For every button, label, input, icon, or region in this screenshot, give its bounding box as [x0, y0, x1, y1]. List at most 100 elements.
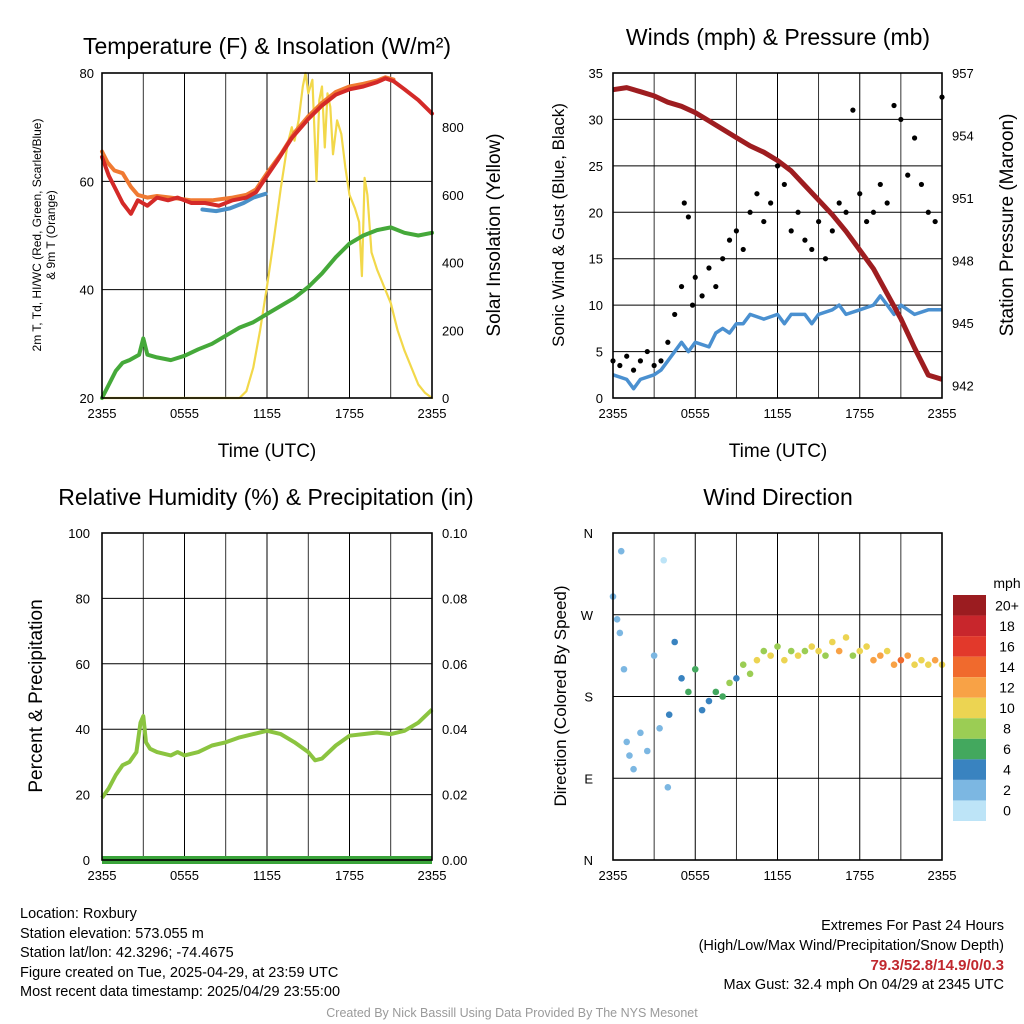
- direction-point: [671, 638, 678, 646]
- colorbar-label: 14: [999, 659, 1015, 675]
- gust-point: [829, 228, 835, 234]
- colorbar-swatch: [953, 779, 986, 801]
- direction-point: [890, 661, 898, 669]
- gust-point: [802, 237, 808, 243]
- colorbar-label: 0: [1003, 803, 1011, 819]
- humidity-y-tick-label: 20: [76, 788, 90, 803]
- direction-point: [637, 729, 644, 737]
- gust-point: [637, 358, 644, 364]
- temperature-right-axis-label: Solar Insolation (Yellow): [484, 133, 505, 336]
- direction-point: [883, 647, 891, 655]
- direction-point: [660, 556, 668, 564]
- colorbar-swatch: [953, 615, 986, 637]
- direction-y-tick-label: E: [584, 771, 593, 786]
- direction-point: [746, 670, 754, 678]
- insolation-y-tick-label: 0: [442, 391, 449, 406]
- humidity-x-tick-label: 1155: [253, 868, 281, 883]
- direction-point: [856, 647, 864, 655]
- direction-point: [617, 547, 625, 555]
- direction-point: [616, 629, 624, 637]
- direction-point: [774, 643, 781, 650]
- precip-y-tick-label: 0.08: [442, 591, 467, 606]
- colorbar-label: 6: [1003, 741, 1011, 757]
- winds-x-tick-label: 2355: [928, 406, 957, 421]
- gust-point: [918, 181, 925, 188]
- winds-x-axis-label: Time (UTC): [729, 441, 828, 462]
- temperature-plot-frame: [101, 72, 433, 399]
- precip-y-tick-label: 0.06: [442, 657, 467, 672]
- colorbar-swatch: [953, 636, 986, 657]
- gust-point: [911, 135, 918, 141]
- humidity-x-tick-label: 2355: [418, 868, 447, 883]
- direction-point: [767, 652, 774, 659]
- insolation-y-tick-label: 800: [442, 120, 464, 135]
- station-info: Location: Roxbury Station elevation: 573…: [20, 905, 340, 1003]
- humidity-y-tick-label: 60: [76, 657, 90, 672]
- gust-point: [925, 209, 931, 215]
- precip-y-tick-label: 0.04: [442, 722, 467, 737]
- direction-point: [678, 675, 685, 682]
- gust-point: [891, 102, 897, 109]
- colorbar-swatch: [953, 697, 986, 719]
- winds-y-tick-label: 10: [589, 298, 603, 313]
- gust-point: [617, 362, 623, 369]
- direction-x-tick-label: 1155: [764, 868, 792, 883]
- gust-point: [672, 311, 678, 318]
- direction-point: [650, 652, 658, 659]
- gust-point: [850, 107, 856, 113]
- direction-point: [931, 656, 939, 664]
- gust-point: [644, 348, 650, 355]
- temperature-x-tick-label: 1155: [253, 406, 281, 421]
- gust-point: [884, 200, 890, 206]
- gust-point: [932, 218, 938, 225]
- series-sonic-wind-line: [612, 294, 942, 391]
- direction-panel-title: Wind Direction: [703, 484, 853, 510]
- direction-point: [626, 752, 633, 759]
- gust-point: [781, 181, 787, 188]
- gust-point: [681, 200, 687, 206]
- credit-line: Created By Nick Bassill Using Data Provi…: [326, 1006, 698, 1020]
- colorbar-swatch: [953, 595, 986, 616]
- humidity-x-tick-label: 1755: [335, 868, 364, 883]
- insolation-y-tick-label: 400: [442, 256, 464, 271]
- direction-point: [911, 661, 918, 669]
- colorbar-label: 16: [999, 638, 1015, 654]
- extremes-info: Extremes For Past 24 Hours (High/Low/Max…: [699, 917, 1004, 995]
- direction-point: [643, 747, 651, 755]
- winds-y-tick-label: 5: [596, 345, 603, 360]
- winds-y-tick-label: 20: [589, 205, 603, 220]
- direction-point: [849, 652, 857, 659]
- direction-point: [712, 688, 720, 696]
- winds-y-tick-label: 30: [589, 112, 603, 127]
- direction-panel: N E S W N 2355 0555 1155 1755 2355: [581, 526, 957, 883]
- direction-point: [829, 638, 836, 646]
- direction-plot-frame: [612, 532, 943, 861]
- direction-point: [691, 665, 699, 673]
- pressure-y-tick-label: 942: [952, 379, 974, 394]
- gust-point: [836, 200, 842, 206]
- colorbar-swatch: [953, 759, 986, 780]
- direction-point: [794, 652, 802, 659]
- direction-point: [815, 647, 822, 655]
- gust-point: [768, 200, 774, 206]
- direction-y-tick-label: N: [584, 853, 593, 868]
- humidity-y-tick-label: 80: [76, 591, 90, 606]
- humidity-y-tick-label: 40: [76, 722, 90, 737]
- winds-left-axis-label: Sonic Wind & Gust (Blue, Black): [549, 103, 568, 347]
- direction-point: [733, 675, 740, 682]
- gust-point: [658, 358, 664, 364]
- winds-y-tick-label: 35: [589, 66, 603, 81]
- gust-point: [706, 265, 712, 271]
- humidity-y-tick-label: 100: [68, 526, 90, 541]
- winds-y-tick-label: 25: [589, 159, 603, 174]
- station-location: Location: Roxbury: [20, 906, 137, 922]
- humidity-x-tick-label: 0555: [170, 868, 199, 883]
- series-station-pressure-line: [612, 85, 943, 382]
- pressure-y-tick-label: 948: [952, 254, 974, 269]
- pressure-y-tick-label: 951: [952, 191, 974, 206]
- gust-point: [665, 339, 671, 345]
- direction-point: [656, 724, 663, 732]
- direction-point: [698, 706, 706, 714]
- gust-point: [905, 172, 911, 178]
- winds-x-tick-label: 0555: [681, 406, 710, 421]
